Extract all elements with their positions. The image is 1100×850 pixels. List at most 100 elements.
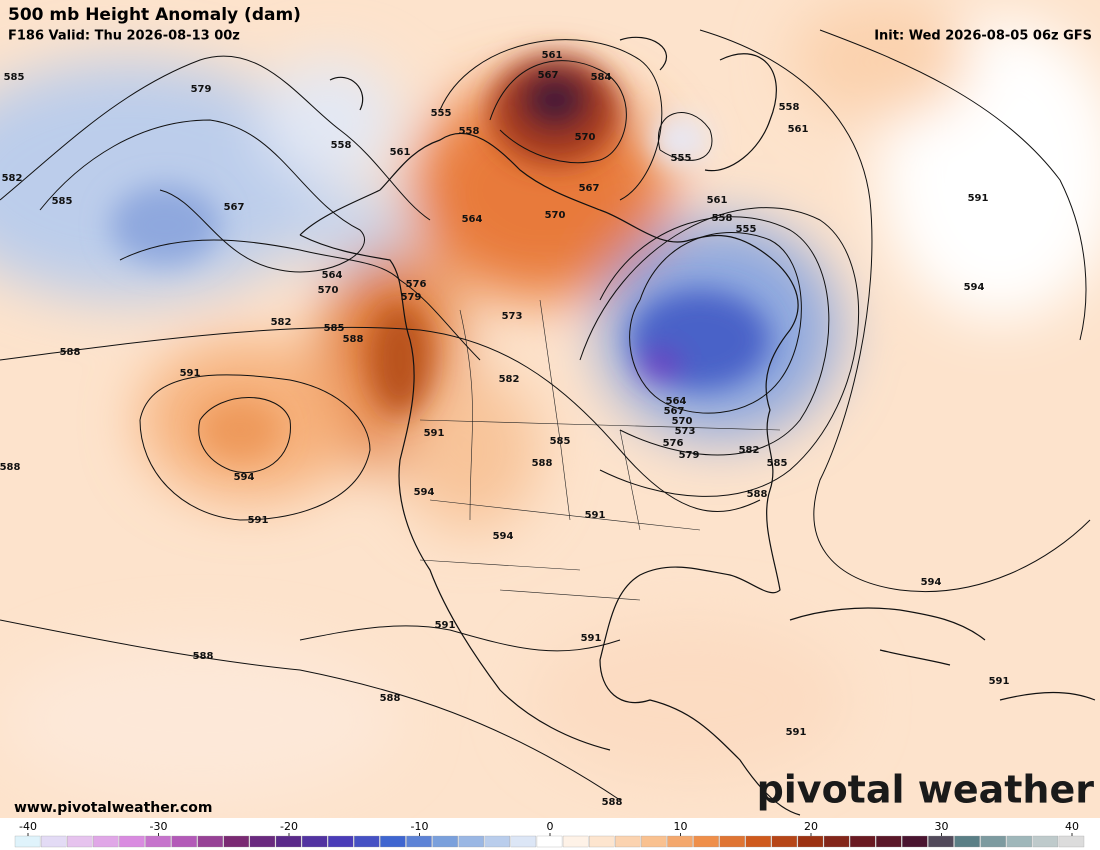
contour-label: 594 [964, 282, 985, 293]
contour-label: 576 [663, 438, 684, 449]
colorbar-swatch [693, 835, 719, 848]
contour-label: 561 [390, 147, 411, 158]
contour-label: 579 [191, 84, 212, 95]
contour-label: 588 [532, 458, 553, 469]
contour-label: 564 [462, 214, 483, 225]
colorbar-tick-label: 30 [935, 820, 949, 833]
contour-label: 564 [322, 270, 343, 281]
contour-label: 561 [788, 124, 809, 135]
contour-label: 588 [193, 651, 214, 662]
colorbar-swatch [93, 835, 119, 848]
contour-label: 555 [431, 108, 452, 119]
colorbar-tick-label: 40 [1065, 820, 1079, 833]
contour-label: 594 [414, 487, 435, 498]
contour-label: 591 [585, 510, 606, 521]
colorbar-swatch [223, 835, 250, 848]
colorbar-swatch [771, 835, 798, 848]
contour-label: 588 [747, 489, 768, 500]
contours [0, 29, 1091, 801]
colorbar-swatch [1058, 835, 1085, 848]
colorbar-swatch [1032, 835, 1059, 848]
colorbar-swatch [484, 835, 511, 848]
colorbar-swatch [458, 835, 484, 848]
contour-label: 594 [921, 577, 942, 588]
colorbar-swatch [980, 835, 1006, 848]
contour-label: 585 [324, 323, 345, 334]
colorbar-tick-label: -10 [411, 820, 429, 833]
colorbar-swatch [902, 835, 928, 848]
colorbar-swatch [406, 835, 432, 848]
contour-label: 591 [435, 620, 456, 631]
contour-label: 588 [0, 462, 20, 473]
colorbar-tick-label: 0 [547, 820, 554, 833]
colorbar-swatch [197, 835, 223, 848]
colorbar-swatch [14, 835, 41, 848]
contour-label: 594 [493, 531, 514, 542]
logo: pivotal weather [757, 768, 1095, 812]
colorbar-tick-label: -40 [19, 820, 37, 833]
contour-label: 582 [739, 445, 760, 456]
colorbar-swatch [954, 835, 980, 848]
colorbar-swatch [67, 835, 93, 848]
colorbar-tick-label: 10 [674, 820, 688, 833]
colorbar-swatch [119, 835, 145, 848]
contour-label: 591 [180, 368, 201, 379]
contour-label: 588 [380, 693, 401, 704]
contour-label: 570 [545, 210, 566, 221]
contour-label: 591 [968, 193, 989, 204]
colorbar-swatch [641, 835, 667, 848]
colorbar-swatch [171, 835, 197, 848]
colorbar-swatch [562, 835, 589, 848]
contour-label: 573 [502, 311, 523, 322]
contour-label: 570 [672, 416, 693, 427]
contour-label: 567 [664, 406, 685, 417]
contour-label: 591 [581, 633, 602, 644]
colorbar-swatch [667, 835, 693, 848]
colorbar-swatch [928, 835, 954, 848]
contour-label: 585 [4, 72, 25, 83]
contour-label: 555 [736, 224, 757, 235]
contour-label: 567 [579, 183, 600, 194]
colorbar: -40 -30 -20 -10 0 10 20 30 40 [14, 820, 1085, 848]
contour-label: 579 [401, 292, 422, 303]
colorbar-swatch [719, 835, 745, 848]
contour-label: 567 [538, 70, 559, 81]
colorbar-swatch [536, 835, 563, 848]
colorbar-swatch [1006, 835, 1032, 848]
contour-label: 564 [666, 396, 687, 407]
colorbar-swatch [380, 835, 406, 848]
valid-time: F186 Valid: Thu 2026-08-13 00z [8, 29, 240, 44]
contour-label: 585 [550, 436, 571, 447]
colorbar-swatch [823, 835, 850, 848]
contour-label: 579 [679, 450, 700, 461]
colorbar-swatch [510, 835, 537, 848]
colorbar-swatch [275, 835, 302, 848]
colorbar-swatch [615, 835, 641, 848]
colorbar-tick-label: -30 [150, 820, 168, 833]
colorbar-swatch [354, 835, 380, 848]
init-time: Init: Wed 2026-08-05 06z GFS [874, 29, 1092, 44]
contour-label: 591 [786, 727, 807, 738]
colorbar-swatch [745, 835, 771, 848]
colorbar-swatch [328, 835, 354, 848]
contour-label: 573 [675, 426, 696, 437]
colorbar-swatch [797, 835, 824, 848]
colorbar-tick-label: 20 [804, 820, 818, 833]
contour-label: 585 [767, 458, 788, 469]
contour-label: 558 [779, 102, 800, 113]
contour-label: 588 [343, 334, 364, 345]
contour-labels: 5855795825855675645705825855885885915945… [0, 50, 1009, 808]
contour-label: 582 [271, 317, 292, 328]
colorbar-swatch [40, 835, 67, 848]
colorbar-swatch [249, 835, 276, 848]
colorbar-swatch [849, 835, 876, 848]
coastlines [299, 36, 1096, 816]
anomaly-field [0, 0, 1100, 820]
contour-label: 582 [2, 173, 23, 184]
title: 500 mb Height Anomaly (dam) [8, 5, 301, 25]
contour-label: 570 [575, 132, 596, 143]
contour-label: 594 [234, 472, 255, 483]
colorbar-swatch [301, 835, 328, 848]
